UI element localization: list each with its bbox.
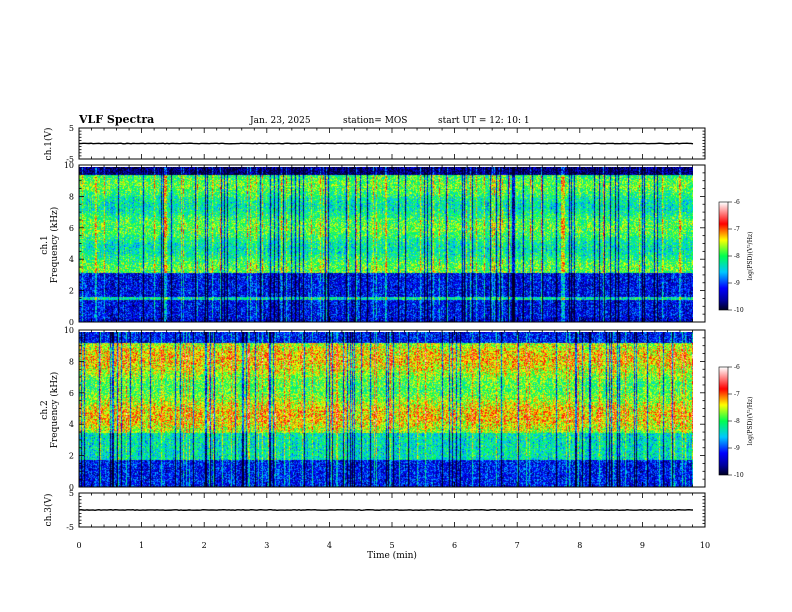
ch1-waveform-trace [78, 142, 694, 145]
y-tick-label: -5 [66, 523, 74, 532]
colorbar-tick-label: -10 [734, 472, 744, 479]
x-tick-label: 9 [640, 541, 645, 550]
colorbar-tick-label: -6 [734, 364, 740, 371]
ch1-colorbar [719, 202, 728, 310]
colorbar-tick-label: -9 [734, 280, 740, 287]
y-tick-label: 4 [69, 420, 74, 429]
y-tick-label: 10 [64, 161, 74, 170]
ch2-colorbar [719, 367, 728, 475]
colorbar-tick-label: -8 [734, 253, 740, 260]
ch3-waveform-trace [78, 508, 694, 512]
ch2-frequency-ylabel-axis: Frequency (kHz) [49, 372, 60, 449]
x-tick-label: 5 [389, 541, 394, 550]
y-tick-label: 6 [69, 224, 74, 233]
ch1-spectrogram-image [79, 167, 693, 322]
colorbar-tick-label: -7 [734, 391, 740, 398]
ch1-frequency-ylabel-axis: Frequency (kHz) [49, 207, 60, 284]
header-start-time: start UT = 12: 10: 1 [438, 116, 530, 126]
x-axis-label: Time (min) [367, 550, 417, 561]
y-tick-label: 0 [69, 318, 74, 327]
x-tick-label: 7 [515, 541, 520, 550]
ch2-frequency-ylabel-channel: ch.2 [40, 400, 50, 419]
x-tick-label: 0 [76, 541, 81, 550]
colorbar-tick-label: -6 [734, 199, 740, 206]
header-station: station= MOS [343, 116, 407, 126]
y-tick-label: 8 [69, 357, 74, 366]
ch2-spectrogram-image [79, 332, 693, 487]
y-tick-label: 5 [69, 489, 74, 498]
y-tick-label: 6 [69, 389, 74, 398]
ch2-colorbar-label: log(PSD)(V²/Hz) [747, 397, 754, 446]
x-tick-label: 1 [139, 541, 144, 550]
y-tick-label: 2 [69, 452, 74, 461]
x-tick-label: 10 [700, 541, 710, 550]
y-tick-label: 10 [64, 326, 74, 335]
x-tick-label: 4 [327, 541, 332, 550]
x-tick-label: 8 [577, 541, 582, 550]
y-tick-label: 4 [69, 255, 74, 264]
y-tick-label: 8 [69, 192, 74, 201]
figure-title: VLF Spectra [78, 113, 154, 126]
ch1-colorbar-label: log(PSD)(V²/Hz) [747, 232, 754, 281]
ch3-waveform-ylabel: ch.3(V) [43, 494, 54, 527]
x-tick-label: 2 [202, 541, 207, 550]
colorbar-tick-label: -9 [734, 445, 740, 452]
y-tick-label: -5 [66, 155, 74, 164]
y-tick-label: 2 [69, 287, 74, 296]
header-date: Jan. 23, 2025 [249, 116, 311, 126]
y-tick-label: 0 [69, 483, 74, 492]
colorbar-tick-label: -8 [734, 418, 740, 425]
ch1-waveform-ylabel: ch.1(V) [43, 128, 54, 161]
ch1-frequency-ylabel-channel: ch.1 [40, 235, 50, 254]
colorbar-tick-label: -7 [734, 226, 740, 233]
colorbar-tick-label: -10 [734, 307, 744, 314]
y-tick-label: 5 [69, 124, 74, 133]
x-tick-label: 6 [452, 541, 457, 550]
x-tick-label: 3 [264, 541, 269, 550]
